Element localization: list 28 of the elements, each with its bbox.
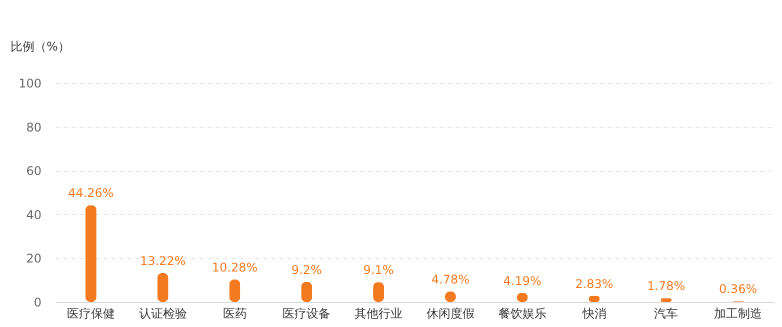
y-tick-label: 40: [26, 208, 42, 222]
x-tick-label: 其他行业: [354, 306, 403, 320]
x-tick-label: 餐饮娱乐: [498, 306, 546, 320]
data-label: 10.28%: [212, 260, 258, 274]
y-tick-label: 20: [26, 252, 42, 266]
x-tick-label: 休闲度假: [426, 306, 474, 320]
x-tick-label: 医药: [222, 306, 247, 320]
bar: [85, 205, 96, 302]
y-tick-label: 0: [34, 296, 42, 310]
data-label: 4.19%: [503, 274, 542, 288]
data-label: 9.2%: [291, 262, 322, 277]
data-label: 0.36%: [718, 282, 758, 296]
x-tick-label: 医疗设备: [282, 306, 331, 320]
y-tick-label: 80: [26, 120, 42, 134]
x-tick-label: 认证检验: [138, 306, 187, 320]
y-axis-title: 比例（%）: [10, 40, 70, 54]
x-tick-label: 医疗保健: [66, 306, 115, 320]
x-tick-label: 汽车: [654, 306, 678, 320]
data-label: 2.83%: [575, 276, 614, 291]
y-tick-label: 60: [26, 164, 42, 178]
data-label: 4.78%: [431, 272, 470, 287]
data-label: 9.1%: [363, 263, 394, 278]
data-label: 1.78%: [647, 279, 686, 294]
data-label: 13.22%: [140, 254, 186, 268]
x-tick-label: 加工制造: [714, 306, 762, 320]
y-tick-label: 100: [18, 76, 42, 90]
data-label: 44.26%: [68, 186, 114, 200]
x-tick-label: 快消: [581, 306, 606, 320]
